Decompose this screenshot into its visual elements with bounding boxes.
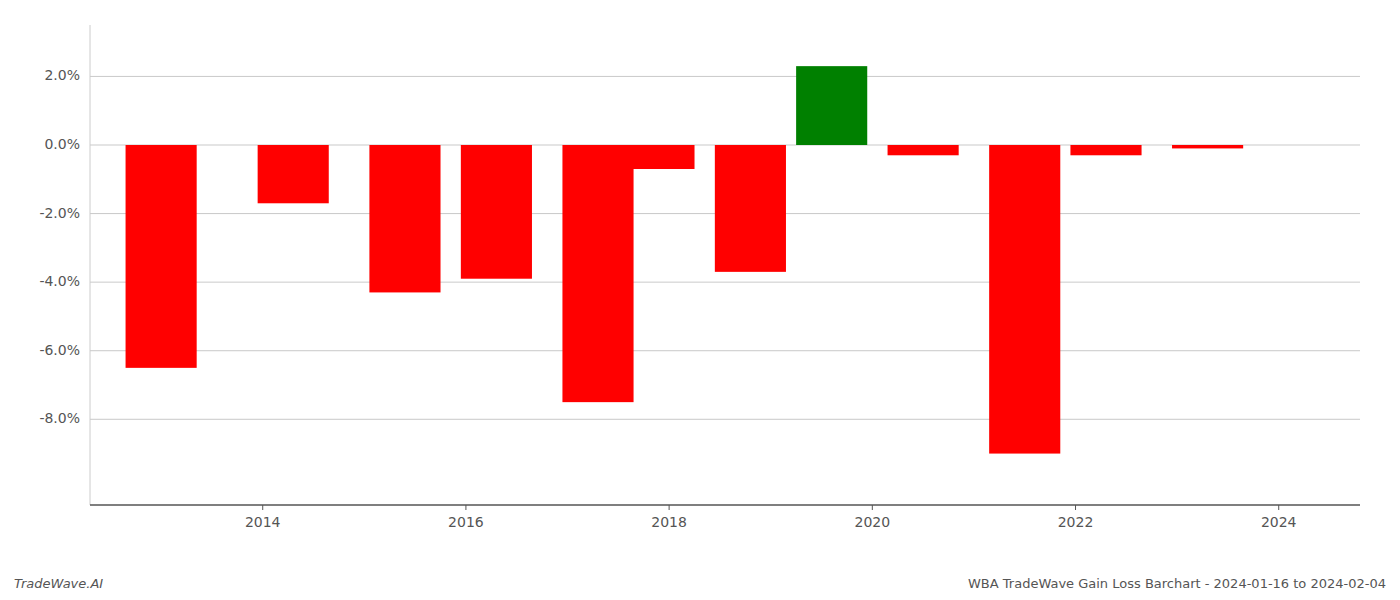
x-tick-label: 2014 — [245, 514, 281, 530]
bar — [1070, 145, 1141, 155]
grid-line — [90, 419, 1360, 420]
bar — [258, 145, 329, 203]
chart-container: -8.0% -6.0% -4.0% -2.0% 0.0% 2.0% 2014 2016 2018… — [0, 0, 1400, 600]
x-tick — [1075, 505, 1076, 510]
grid — [90, 76, 1360, 419]
bar — [796, 66, 867, 145]
x-tick — [669, 505, 670, 510]
bar — [623, 145, 694, 169]
bars — [126, 66, 1244, 453]
bar — [369, 145, 440, 292]
bar — [562, 145, 633, 402]
x-tick — [872, 505, 873, 510]
x-tick — [262, 505, 263, 510]
grid-line — [90, 350, 1360, 351]
x-tick-label: 2024 — [1261, 514, 1297, 530]
grid-line — [90, 282, 1360, 283]
bar — [1172, 145, 1243, 148]
bar — [126, 145, 197, 368]
y-tick-label: 0.0% — [44, 136, 80, 152]
y-axis-line — [90, 25, 91, 505]
bar — [989, 145, 1060, 454]
x-tick — [465, 505, 466, 510]
x-tick-label: 2022 — [1058, 514, 1094, 530]
x-tick — [1278, 505, 1279, 510]
bar — [888, 145, 959, 155]
watermark: TradeWave.AI — [14, 576, 103, 591]
bar — [715, 145, 786, 272]
y-tick-label: -2.0% — [39, 205, 80, 221]
y-tick-label: -4.0% — [39, 273, 80, 289]
axes: -8.0% -6.0% -4.0% -2.0% 0.0% 2.0% 2014 2016 2018… — [39, 25, 1360, 530]
title: WBA TradeWave Gain Loss Barchart - 2024-… — [968, 576, 1386, 591]
grid-line — [90, 76, 1360, 77]
chart-svg: -8.0% -6.0% -4.0% -2.0% 0.0% 2.0% 2014 2016 2018… — [0, 0, 1400, 600]
x-tick-label: 2016 — [448, 514, 484, 530]
x-axis-line — [90, 504, 1360, 506]
x-tick-label: 2018 — [651, 514, 687, 530]
bar — [461, 145, 532, 279]
x-tick-label: 2020 — [854, 514, 890, 530]
y-tick-label: -8.0% — [39, 410, 80, 426]
y-tick-label: -6.0% — [39, 342, 80, 358]
y-tick-label: 2.0% — [44, 67, 80, 83]
